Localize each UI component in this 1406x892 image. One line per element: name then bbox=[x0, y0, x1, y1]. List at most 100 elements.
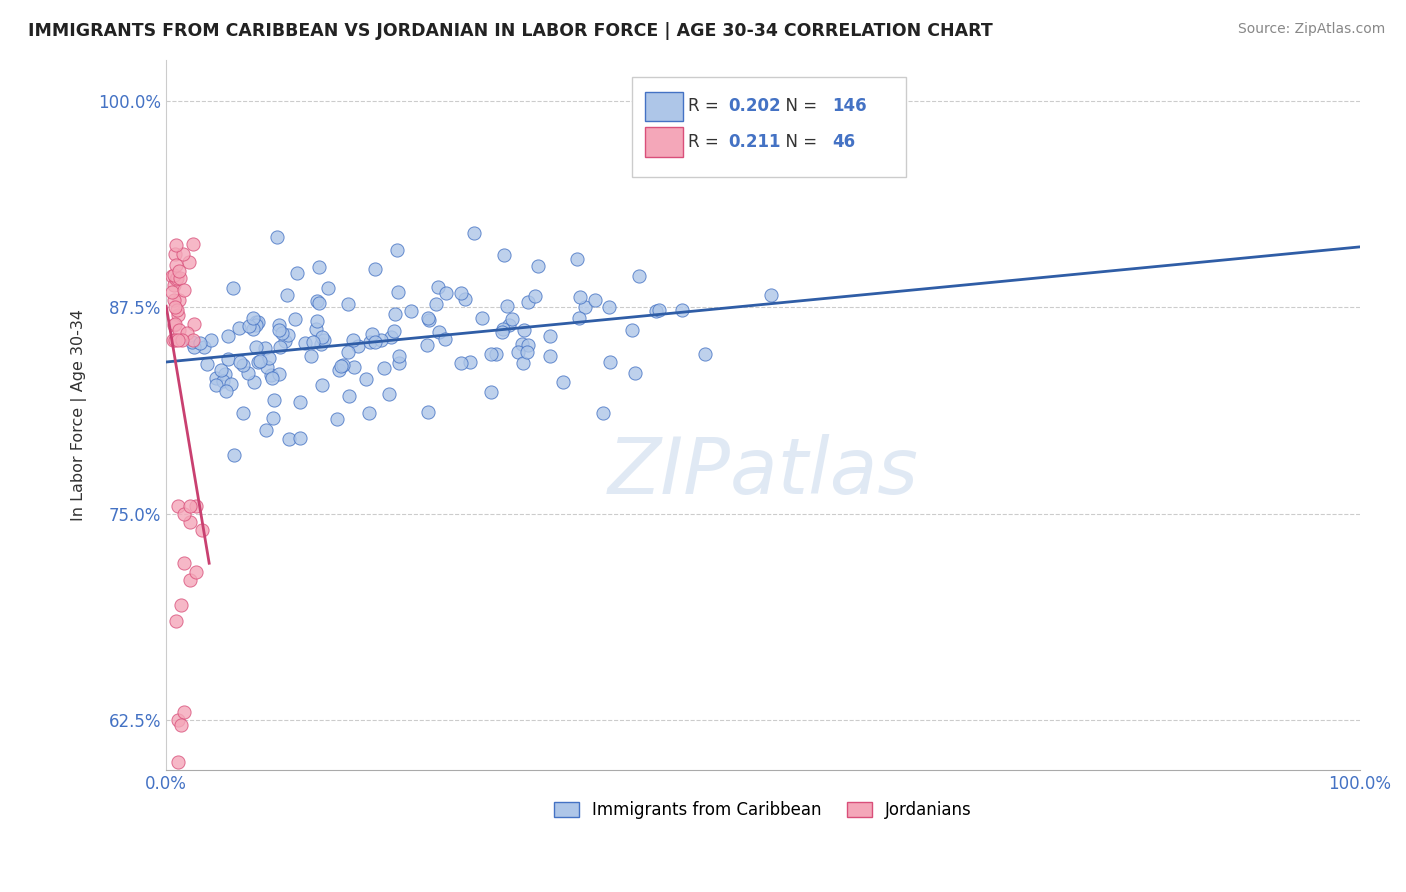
Point bbox=[172, 247, 194, 261]
Point bbox=[364, 261, 387, 276]
Point bbox=[209, 363, 232, 377]
Legend: Immigrants from Caribbean, Jordanians: Immigrants from Caribbean, Jordanians bbox=[547, 794, 979, 826]
Point bbox=[624, 366, 647, 380]
Point bbox=[169, 598, 191, 612]
Point bbox=[184, 499, 207, 513]
Text: 46: 46 bbox=[832, 133, 855, 151]
Point bbox=[170, 334, 193, 348]
Text: IMMIGRANTS FROM CARIBBEAN VS JORDANIAN IN LABOR FORCE | AGE 30-34 CORRELATION CH: IMMIGRANTS FROM CARIBBEAN VS JORDANIAN I… bbox=[28, 22, 993, 40]
Point bbox=[337, 389, 360, 403]
Text: R =: R = bbox=[688, 97, 724, 115]
Point bbox=[311, 329, 333, 343]
Point bbox=[498, 318, 520, 333]
Point bbox=[160, 269, 183, 284]
Point bbox=[434, 332, 457, 346]
Point bbox=[242, 375, 264, 389]
Point bbox=[249, 354, 271, 368]
Point bbox=[496, 299, 519, 313]
Point bbox=[568, 290, 591, 304]
Point bbox=[269, 318, 291, 333]
Point bbox=[266, 230, 288, 244]
Point bbox=[308, 260, 330, 274]
Point bbox=[166, 334, 188, 348]
Point bbox=[387, 285, 409, 299]
Point bbox=[513, 323, 536, 337]
Point bbox=[302, 335, 325, 350]
Point bbox=[426, 280, 449, 294]
Point bbox=[516, 294, 538, 309]
Point bbox=[373, 360, 395, 375]
Point bbox=[246, 354, 269, 368]
Point bbox=[458, 355, 481, 369]
Point bbox=[184, 565, 207, 579]
Point bbox=[512, 356, 534, 370]
Point bbox=[494, 248, 516, 262]
Point bbox=[620, 323, 643, 337]
Point bbox=[238, 319, 260, 334]
Point bbox=[592, 407, 614, 421]
Point bbox=[314, 334, 336, 348]
Point bbox=[167, 499, 190, 513]
Point bbox=[378, 386, 401, 401]
Point bbox=[384, 307, 406, 321]
Point bbox=[246, 315, 269, 329]
Point bbox=[162, 277, 184, 292]
Point bbox=[191, 524, 214, 538]
Point bbox=[311, 378, 333, 392]
Point bbox=[257, 351, 280, 365]
Point bbox=[262, 370, 284, 384]
Point bbox=[222, 281, 245, 295]
Text: ZIPatlas: ZIPatlas bbox=[607, 434, 918, 509]
FancyBboxPatch shape bbox=[645, 92, 683, 121]
Point bbox=[271, 326, 294, 340]
Point bbox=[450, 356, 472, 370]
Point bbox=[276, 288, 298, 302]
Point bbox=[565, 252, 588, 267]
Point bbox=[179, 499, 201, 513]
Point bbox=[242, 310, 264, 325]
Text: N =: N = bbox=[775, 133, 823, 151]
Point bbox=[193, 340, 215, 354]
Point bbox=[197, 357, 219, 371]
Point bbox=[269, 323, 291, 337]
Point bbox=[260, 368, 283, 382]
Point bbox=[245, 318, 267, 332]
Point bbox=[516, 338, 538, 352]
Point bbox=[165, 247, 187, 261]
Point bbox=[284, 312, 307, 326]
Point bbox=[454, 293, 477, 307]
Point bbox=[183, 340, 205, 354]
Point bbox=[343, 359, 366, 374]
Point bbox=[290, 431, 312, 445]
Point bbox=[169, 271, 191, 285]
Point bbox=[165, 615, 187, 629]
Point bbox=[163, 293, 186, 307]
Point bbox=[695, 347, 717, 361]
Point bbox=[287, 266, 309, 280]
Point bbox=[173, 507, 195, 521]
Point bbox=[418, 311, 440, 326]
Point bbox=[166, 271, 188, 285]
Point bbox=[524, 289, 547, 303]
Text: R =: R = bbox=[688, 133, 724, 151]
Point bbox=[166, 272, 188, 286]
Point bbox=[491, 325, 513, 339]
Point bbox=[162, 285, 184, 299]
Point bbox=[211, 374, 233, 388]
Point bbox=[671, 303, 693, 318]
Point bbox=[205, 378, 228, 392]
Point bbox=[508, 345, 530, 359]
Point bbox=[176, 326, 198, 340]
Point bbox=[167, 714, 190, 728]
Point bbox=[183, 334, 205, 348]
Text: 0.202: 0.202 bbox=[728, 97, 780, 115]
Point bbox=[181, 237, 204, 252]
Point bbox=[492, 322, 515, 336]
Point bbox=[167, 323, 190, 337]
Point bbox=[277, 328, 299, 343]
Point bbox=[501, 311, 523, 326]
Text: 146: 146 bbox=[832, 97, 866, 115]
Point bbox=[299, 349, 322, 363]
Point bbox=[463, 227, 485, 241]
Point bbox=[328, 363, 350, 377]
